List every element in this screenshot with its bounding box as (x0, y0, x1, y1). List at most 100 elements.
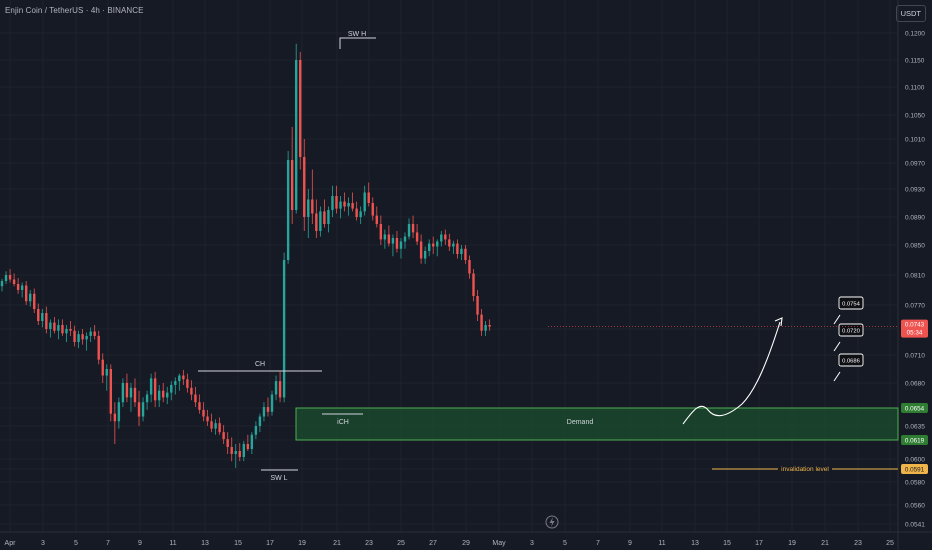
time-tick-label: 17 (266, 540, 274, 547)
candle-body (339, 201, 342, 209)
candle-body (109, 369, 113, 414)
candle (266, 397, 270, 417)
target-box (838, 353, 864, 367)
time-axis[interactable]: Apr 3 5 7 9 11 13 15 17 19 21 23 25 27 29 May 3 5 7 9 11 13 15… (5, 540, 894, 547)
time-tick-label: 19 (298, 540, 306, 547)
candle-body (379, 224, 383, 240)
time-tick-label: 23 (854, 540, 862, 547)
candle-body (371, 203, 374, 216)
candle (145, 390, 149, 410)
candle (194, 386, 197, 408)
candle (468, 255, 471, 279)
candle (379, 215, 383, 245)
candle (254, 421, 258, 440)
candle-body (343, 201, 346, 207)
swing-high-marker (339, 37, 376, 49)
time-tick-label: 11 (658, 540, 665, 547)
candle (359, 206, 362, 224)
candle-body (12, 279, 16, 284)
candle-body (444, 234, 447, 240)
candle (20, 282, 24, 298)
price-axis[interactable]: 0.1200 0.1150 0.1100 0.1050 0.1010 0.0970 0.09… (905, 31, 925, 529)
price-tick-label: 0.1150 (905, 58, 925, 65)
price-tick-label: 0.0710 (905, 353, 925, 360)
candle (480, 309, 483, 336)
candle (250, 432, 254, 454)
candle (355, 201, 358, 221)
candle (262, 402, 266, 422)
candle-body (363, 192, 366, 212)
time-tick-label: 3 (530, 540, 534, 547)
candle-body (186, 379, 189, 388)
candle-body (403, 236, 407, 242)
candle (274, 375, 278, 401)
candle (162, 383, 165, 403)
price-tick-label: 0.1100 (905, 85, 925, 92)
candle (484, 321, 487, 336)
candle (444, 229, 447, 245)
candle-body (230, 447, 233, 454)
candle-body (456, 243, 459, 254)
candle-body (133, 387, 137, 403)
candle (170, 381, 173, 401)
price-tick-label: 0.1050 (905, 113, 925, 120)
candle (488, 319, 491, 331)
candle-body (391, 238, 395, 244)
internal-choch-label: iCH (337, 419, 349, 426)
candle (210, 413, 213, 433)
target-box (838, 323, 864, 337)
lightning-icon[interactable] (545, 515, 559, 529)
time-tick-label: 7 (596, 540, 600, 547)
price-tick-label: 0.1200 (905, 31, 925, 38)
candle (29, 290, 32, 307)
candle (73, 325, 76, 347)
candle (270, 390, 274, 416)
candle-body (375, 215, 378, 224)
candle (258, 413, 262, 433)
candle-body (8, 275, 12, 280)
candle (37, 303, 40, 325)
price-tick-label: 0.0600 (905, 457, 925, 464)
candle-body (488, 325, 491, 327)
candle (282, 252, 286, 403)
demand-top-tag-value: 0.0654 (905, 405, 925, 412)
projection-path (682, 321, 781, 425)
candle-body (395, 238, 399, 249)
candles (0, 43, 491, 468)
candle-body (286, 160, 290, 260)
candle-body (77, 334, 80, 342)
candle (41, 309, 44, 328)
candle (456, 239, 459, 259)
target-box (838, 296, 864, 310)
annotations: SW H SW L CH iCH Demand invalidation lev… (198, 31, 832, 482)
demand-bottom-tag-value: 0.0619 (905, 437, 925, 444)
currency-button[interactable]: USDT (895, 5, 926, 22)
candle (327, 206, 330, 233)
candle (476, 290, 479, 321)
candle-body (178, 375, 181, 382)
candle-body (436, 241, 439, 247)
candle-body (367, 192, 370, 203)
candle-body (222, 432, 225, 440)
candle-body (323, 211, 326, 224)
invalidation-tag: 0.0591 (901, 464, 928, 474)
candle (0, 278, 4, 292)
candle (24, 281, 28, 305)
candle-body (162, 390, 165, 398)
candle (423, 246, 427, 264)
candle-body (69, 329, 72, 331)
candle (315, 199, 318, 238)
time-tick-label: 3 (41, 540, 45, 547)
price-tick-label: 0.0890 (905, 215, 925, 222)
candle (432, 236, 435, 254)
time-tick-label: 15 (723, 540, 731, 547)
candle-body (81, 334, 84, 340)
price-tick-label: 0.0635 (905, 424, 925, 431)
candle (407, 218, 411, 240)
candle-body (460, 248, 463, 254)
candle-body (331, 196, 334, 210)
candle-body (270, 394, 274, 412)
time-tick-label: 15 (234, 540, 242, 547)
